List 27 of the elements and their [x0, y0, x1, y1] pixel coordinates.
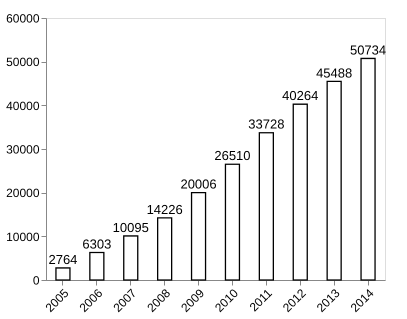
y-tick-label: 10000 [6, 230, 40, 244]
bar [224, 164, 240, 281]
y-tick-label: 50000 [6, 55, 40, 70]
y-tick-label: 60000 [6, 12, 40, 26]
bar [123, 235, 138, 281]
y-tick-label: 20000 [6, 186, 40, 200]
y-tick-label: 0 [32, 274, 40, 288]
data-label: 40264 [282, 88, 318, 104]
y-tick-label: 40000 [6, 98, 40, 113]
y-tick-label: 30000 [6, 142, 40, 156]
bar [190, 192, 206, 281]
data-label: 50734 [350, 42, 386, 58]
data-label: 6303 [82, 236, 112, 252]
data-label: 10095 [112, 220, 149, 235]
bar [360, 58, 376, 281]
bar [292, 104, 308, 281]
data-label: 20006 [180, 176, 217, 192]
bar [55, 267, 71, 281]
data-label: 33728 [248, 116, 284, 132]
bar [326, 80, 342, 281]
data-label: 14226 [146, 202, 183, 217]
bar [258, 132, 274, 281]
data-label: 2764 [48, 252, 78, 267]
data-label: 26510 [214, 148, 251, 164]
bar [157, 217, 172, 281]
data-label: 45488 [316, 65, 352, 80]
bar [89, 252, 104, 281]
